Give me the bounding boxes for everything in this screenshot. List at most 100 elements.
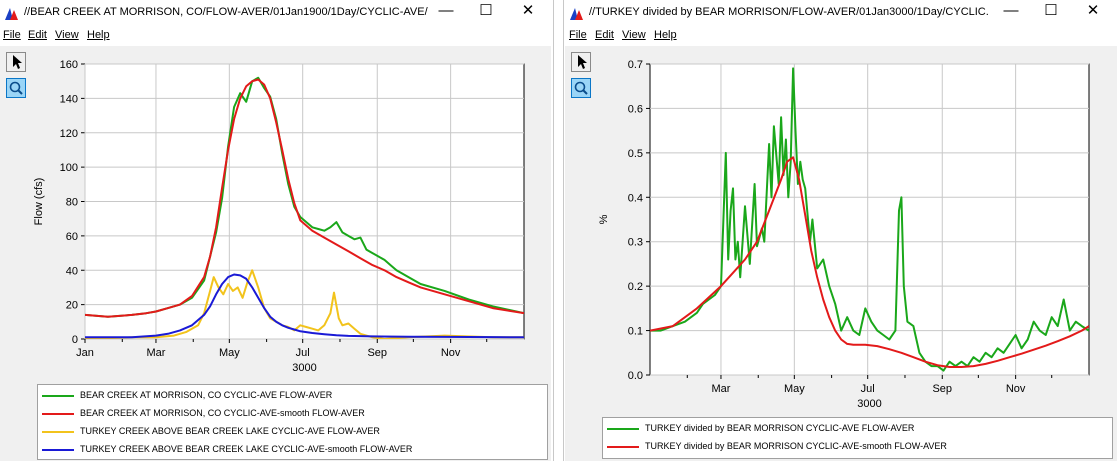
legend-swatch	[42, 412, 74, 415]
legend-swatch	[42, 430, 74, 433]
zoom-tool-button[interactable]	[6, 78, 26, 98]
legend-swatch	[42, 394, 74, 397]
x-tick-label: Sep	[932, 383, 952, 395]
zoom-tool-button[interactable]	[571, 78, 591, 98]
x-tick-label: Nov	[441, 347, 461, 359]
y-tick-label: 0.2	[628, 281, 643, 293]
y-tick-label: 0.6	[628, 103, 643, 115]
legend-label: TURKEY divided by BEAR MORRISON CYCLIC-A…	[645, 441, 947, 451]
legend-swatch	[607, 445, 639, 448]
legend-item: TURKEY CREEK ABOVE BEAR CREEK LAKE CYCLI…	[42, 442, 412, 456]
zoom-icon	[9, 81, 23, 95]
title-bar[interactable]: //BEAR CREEK AT MORRISON, CO/FLOW-AVER/0…	[0, 0, 552, 26]
series-line-0	[85, 76, 524, 318]
y-tick-label: 40	[66, 265, 78, 277]
plot-area	[649, 63, 1090, 376]
legend-swatch	[607, 427, 639, 430]
menu-file[interactable]: File	[569, 29, 587, 41]
chart-legend: BEAR CREEK AT MORRISON, CO CYCLIC-AVE FL…	[37, 384, 548, 460]
legend-label: BEAR CREEK AT MORRISON, CO CYCLIC-AVE FL…	[80, 390, 333, 400]
menu-edit-label: Edit	[28, 29, 47, 41]
menu-edit[interactable]: Edit	[28, 29, 47, 41]
y-axis-label: %	[598, 214, 610, 224]
close-button[interactable]: ✕	[1086, 2, 1100, 19]
menu-file-label: File	[3, 29, 21, 41]
y-tick-label: 0.0	[628, 370, 643, 382]
y-tick-label: 0.3	[628, 237, 643, 249]
x-tick-label: May	[784, 383, 805, 395]
legend-label: TURKEY divided by BEAR MORRISON CYCLIC-A…	[645, 423, 915, 433]
window-title: //TURKEY divided by BEAR MORRISON/FLOW-A…	[589, 6, 989, 18]
flow-chart[interactable]: 0 20 40 60 80 100 120 140 160 Jan Mar May Jul Sep Nov 3…	[0, 46, 552, 382]
series-line-1	[85, 78, 524, 318]
zoom-icon	[574, 81, 588, 95]
pointer-tool-button[interactable]	[571, 52, 591, 72]
close-button[interactable]: ✕	[521, 2, 535, 19]
pointer-icon	[578, 55, 587, 69]
legend-swatch	[42, 448, 74, 451]
x-tick-label: Sep	[367, 347, 387, 359]
legend-item: TURKEY CREEK ABOVE BEAR CREEK LAKE CYCLI…	[42, 424, 380, 438]
menu-help[interactable]: Help	[87, 29, 110, 41]
legend-label: TURKEY CREEK ABOVE BEAR CREEK LAKE CYCLI…	[80, 444, 413, 454]
x-tick-label: Jul	[296, 347, 310, 359]
chart-legend: TURKEY divided by BEAR MORRISON CYCLIC-A…	[602, 417, 1113, 459]
menu-edit[interactable]: Edit	[595, 29, 614, 41]
tool-palette	[0, 46, 28, 461]
pointer-tool-button[interactable]	[6, 52, 26, 72]
menu-help-label: Help	[654, 29, 677, 41]
menu-view[interactable]: View	[622, 29, 646, 41]
y-tick-label: 100	[60, 162, 78, 174]
y-tick-label: 80	[66, 197, 78, 209]
maximize-button[interactable]: ☐	[1044, 2, 1058, 19]
menu-file[interactable]: File	[3, 29, 21, 41]
x-tick-label: May	[219, 347, 240, 359]
window-gap	[551, 0, 565, 461]
series-line-1	[650, 156, 1089, 368]
x-tick-label: Mar	[711, 383, 730, 395]
minimize-button[interactable]: —	[1003, 2, 1019, 19]
window-border-left	[553, 0, 554, 461]
tool-palette	[565, 46, 593, 461]
x-axis-label: 3000	[857, 398, 881, 410]
menu-help-label: Help	[87, 29, 110, 41]
legend-item: BEAR CREEK AT MORRISON, CO CYCLIC-AVE FL…	[42, 388, 332, 402]
maximize-button[interactable]: ☐	[479, 2, 493, 19]
y-tick-label: 0	[72, 334, 78, 346]
y-axis-label: Flow (cfs)	[33, 178, 45, 226]
y-tick-label: 140	[60, 93, 78, 105]
menu-help[interactable]: Help	[654, 29, 677, 41]
legend-label: TURKEY CREEK ABOVE BEAR CREEK LAKE CYCLI…	[80, 426, 380, 436]
legend-item: TURKEY divided by BEAR MORRISON CYCLIC-A…	[607, 421, 914, 435]
y-tick-label: 60	[66, 231, 78, 243]
title-bar[interactable]: //TURKEY divided by BEAR MORRISON/FLOW-A…	[565, 0, 1117, 26]
legend-item: BEAR CREEK AT MORRISON, CO CYCLIC-AVE-sm…	[42, 406, 365, 420]
y-tick-label: 0.1	[628, 326, 643, 338]
ratio-chart[interactable]: 0.0 0.1 0.2 0.3 0.4 0.5 0.6 0.7 Mar May Jul Sep Nov 3…	[565, 46, 1117, 412]
minimize-button[interactable]: —	[438, 2, 454, 19]
x-tick-label: Jan	[76, 347, 94, 359]
legend-item: TURKEY divided by BEAR MORRISON CYCLIC-A…	[607, 439, 947, 453]
plot-window-right: //TURKEY divided by BEAR MORRISON/FLOW-A…	[565, 0, 1117, 461]
menu-bar: File Edit View Help	[565, 26, 1117, 46]
x-tick-label: Nov	[1006, 383, 1026, 395]
plot-window-left: //BEAR CREEK AT MORRISON, CO/FLOW-AVER/0…	[0, 0, 552, 461]
y-tick-label: 20	[66, 300, 78, 312]
y-tick-label: 120	[60, 128, 78, 140]
window-title: //BEAR CREEK AT MORRISON, CO/FLOW-AVER/0…	[24, 6, 428, 18]
menu-view[interactable]: View	[55, 29, 79, 41]
y-tick-label: 0.4	[628, 192, 643, 204]
y-tick-label: 0.5	[628, 148, 643, 160]
x-tick-label: Mar	[146, 347, 165, 359]
menu-file-label: File	[569, 29, 587, 41]
menu-bar: File Edit View Help	[0, 26, 552, 46]
app-icon	[5, 8, 18, 20]
y-tick-label: 160	[60, 59, 78, 71]
series-line-3	[85, 273, 524, 339]
menu-view-label: View	[622, 29, 646, 41]
app-icon	[570, 8, 583, 20]
menu-edit-label: Edit	[595, 29, 614, 41]
menu-view-label: View	[55, 29, 79, 41]
pointer-icon	[13, 55, 22, 69]
legend-label: BEAR CREEK AT MORRISON, CO CYCLIC-AVE-sm…	[80, 408, 365, 418]
